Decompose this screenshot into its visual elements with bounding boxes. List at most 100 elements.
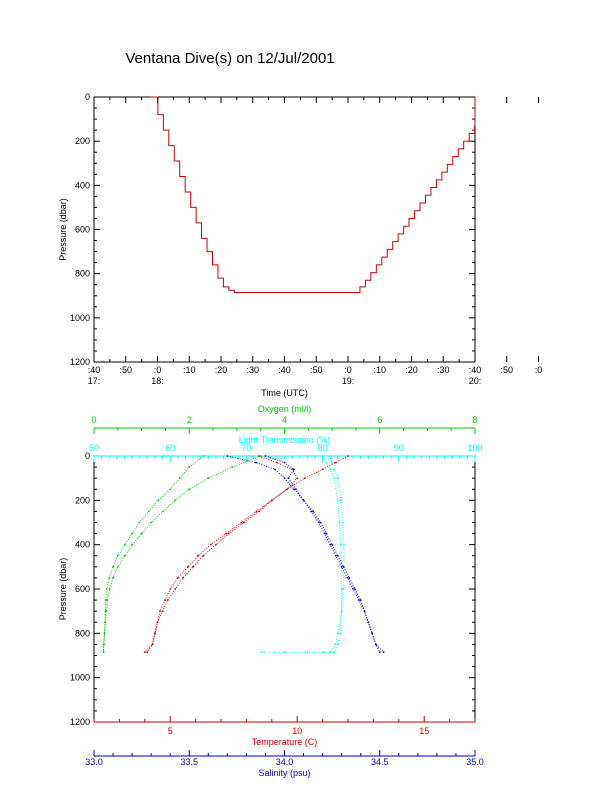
light-axis-tick-label: 90 bbox=[394, 443, 404, 453]
temperature-profile-point bbox=[347, 455, 349, 457]
salinity-axis-tick-label: 34.5 bbox=[371, 757, 389, 767]
salinity-profile-point bbox=[264, 455, 267, 457]
oxygen-profile-point bbox=[188, 466, 191, 468]
temperature-axis-tick-label: 15 bbox=[419, 726, 429, 736]
salinity-profile-point bbox=[325, 532, 328, 535]
light-profile-point bbox=[333, 651, 335, 654]
salinity-profile-point bbox=[348, 577, 351, 579]
temperature-profile-point bbox=[182, 577, 184, 579]
salinity-profile-point bbox=[283, 461, 286, 464]
oxygen-profile-point bbox=[178, 477, 181, 480]
oxygen-profile-point bbox=[103, 643, 105, 646]
light-axis-tick-label: 50 bbox=[89, 443, 99, 453]
salinity-profile-point bbox=[255, 461, 257, 464]
salinity-profile bbox=[265, 455, 384, 653]
salinity-profile-point bbox=[283, 477, 286, 480]
light-profile-point bbox=[336, 499, 339, 502]
temperature-profile-point bbox=[270, 499, 273, 502]
salinity-axis-tick-label: 33.5 bbox=[180, 757, 198, 767]
light-profile-point bbox=[336, 477, 339, 480]
top-y-tick-label: 0 bbox=[85, 92, 90, 102]
top-x-hour-label: 18: bbox=[151, 376, 164, 386]
salinity-profile-point bbox=[363, 610, 366, 613]
temperature-profile-point bbox=[154, 632, 156, 635]
light-profile-point bbox=[343, 543, 345, 546]
top-x-hour-label: 17: bbox=[88, 376, 101, 386]
temperature-profile-point bbox=[176, 577, 179, 579]
salinity-profile-point bbox=[367, 621, 370, 624]
temperature-profile-point bbox=[202, 554, 205, 557]
oxygen-profile-point bbox=[162, 510, 164, 513]
oxygen-axis-label: Oxygen (ml/l) bbox=[258, 404, 312, 414]
light-profile-point bbox=[325, 461, 328, 464]
oxygen-profile-point bbox=[131, 543, 134, 546]
top-y-tick-label: 800 bbox=[75, 269, 90, 279]
oxygen-axis-tick-label: 4 bbox=[282, 415, 287, 425]
light-profile-point bbox=[330, 461, 333, 464]
temperature-profile-point bbox=[296, 477, 299, 480]
salinity-profile-point bbox=[312, 510, 314, 513]
oxygen-profile-point bbox=[108, 588, 111, 590]
top-x-tick-label: :40 bbox=[278, 365, 291, 375]
oxygen-profile-point bbox=[116, 565, 119, 568]
oxygen-profile-point bbox=[157, 499, 160, 502]
oxygen-profile-point bbox=[116, 554, 119, 557]
oxygen-axis-tick-label: 0 bbox=[91, 415, 96, 425]
temperature-profile-point bbox=[215, 543, 217, 546]
bottom-y-tick-label: 400 bbox=[75, 540, 90, 550]
top-x-tick-label: :30 bbox=[246, 365, 259, 375]
temperature-profile-point bbox=[169, 588, 172, 590]
oxygen-profile-point bbox=[102, 651, 105, 654]
top-chart-frame bbox=[93, 96, 476, 363]
oxygen-profile-point bbox=[105, 588, 108, 590]
temperature-profile-point bbox=[275, 461, 278, 464]
temperature-profile-point bbox=[156, 621, 159, 624]
temperature-profile-point bbox=[225, 532, 227, 535]
temperature-profile-point bbox=[143, 651, 146, 654]
top-x-axis-label: Time (UTC) bbox=[261, 388, 308, 398]
temperature-axis-tick-label: 10 bbox=[292, 726, 302, 736]
oxygen-profile-point bbox=[124, 543, 126, 546]
light-profile-point bbox=[306, 651, 309, 654]
bottom-y-tick-label: 800 bbox=[75, 628, 90, 638]
bottom-y-tick-label: 200 bbox=[75, 495, 90, 505]
top-x-tick-label: :20 bbox=[405, 365, 418, 375]
salinity-profile-point bbox=[329, 543, 332, 546]
temperature-profile-point bbox=[255, 510, 258, 513]
salinity-profile-point bbox=[287, 477, 290, 480]
light-profile-point bbox=[336, 643, 339, 646]
top-x-tick-label: :10 bbox=[373, 365, 386, 375]
oxygen-axis-tick-label: 2 bbox=[187, 415, 192, 425]
top-x-tick-label: :0 bbox=[535, 365, 543, 375]
oxygen-profile-point bbox=[105, 599, 107, 601]
light-profile-point bbox=[333, 477, 335, 480]
temperature-profile-point bbox=[174, 588, 177, 590]
salinity-profile-point bbox=[293, 468, 295, 471]
oxygen-profile-point bbox=[112, 565, 114, 568]
light-profile-point bbox=[338, 521, 341, 524]
oxygen-profile-point bbox=[174, 499, 176, 502]
temperature-profile-point bbox=[161, 610, 164, 613]
temperature-axis-tick-label: 5 bbox=[168, 726, 173, 736]
temperature-profile-point bbox=[286, 488, 288, 491]
temperature-profile-point bbox=[321, 468, 324, 471]
top-y-tick-label: 1000 bbox=[70, 313, 90, 323]
salinity-profile-point bbox=[295, 488, 297, 491]
salinity-profile-point bbox=[354, 588, 356, 590]
temperature-profile-point bbox=[146, 651, 149, 654]
light-profile-point bbox=[340, 588, 343, 590]
light-profile-point bbox=[283, 651, 286, 654]
temperature-profile-point bbox=[303, 477, 306, 480]
light-axis-tick-label: 80 bbox=[318, 443, 328, 453]
salinity-profile-point bbox=[359, 599, 362, 601]
top-x-hour-label: 20: bbox=[469, 376, 482, 386]
bottom-y-tick-label: 1200 bbox=[70, 717, 90, 727]
top-y-tick-label: 200 bbox=[75, 136, 90, 146]
oxygen-profile-point bbox=[169, 488, 172, 491]
salinity-profile-point bbox=[346, 577, 349, 579]
oxygen-profile-point bbox=[207, 477, 210, 480]
salinity-profile-point bbox=[226, 455, 229, 457]
salinity-axis-tick-label: 35.0 bbox=[466, 757, 484, 767]
salinity-profile-point bbox=[352, 588, 354, 590]
oxygen-profile-point bbox=[140, 532, 143, 535]
